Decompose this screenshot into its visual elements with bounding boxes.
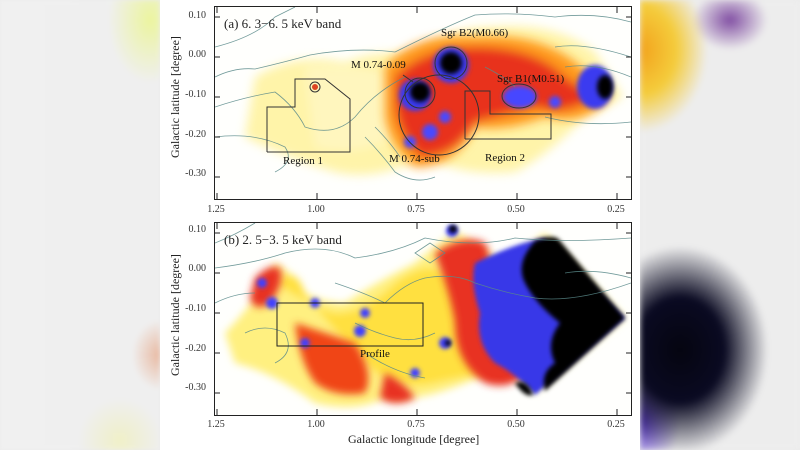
panel-a-ytick: 0.00 <box>188 49 207 60</box>
panel-b-title: (b) 2. 5−3. 5 keV band <box>224 232 342 247</box>
panel-b-ytick: -0.30 <box>185 382 206 393</box>
annotation-m074-009: M 0.74-0.09 <box>351 59 406 71</box>
panel-a-heatmap <box>215 7 631 199</box>
blurred-background-right <box>640 0 800 450</box>
annotation-region-2: Region 2 <box>485 152 526 164</box>
panel-b-xtick: 0.75 <box>407 419 425 430</box>
annotation-region-1: Region 1 <box>283 155 324 167</box>
annotation-sgr-b1: Sgr B1(M0.51) <box>497 73 565 85</box>
panel-a-xtick: 1.00 <box>307 204 325 215</box>
panel-b-ytick: -0.20 <box>185 343 206 354</box>
panel-b-xtick: 0.50 <box>507 419 525 430</box>
panel-b-ytick: 0.00 <box>188 263 207 274</box>
panel-b-xlabel: Galactic longitude [degree] <box>348 432 480 446</box>
panel-a-plot: (a) 6. 3−6. 5 keV band Sgr B2(M0.66) M 0… <box>214 6 632 200</box>
panel-b-xtick: 1.00 <box>307 419 325 430</box>
panel-b-ytick: -0.10 <box>185 303 206 314</box>
panel-a-ytick: -0.10 <box>185 89 206 100</box>
panel-a-xtick: 1.25 <box>207 204 225 215</box>
panel-a-xtick: 0.50 <box>507 204 525 215</box>
panel-a-xtick: 0.25 <box>607 204 625 215</box>
panel-b-heatmap <box>215 223 631 415</box>
panel-a-ytick: -0.20 <box>185 129 206 140</box>
panel-b-plot: (b) 2. 5−3. 5 keV band Profile <box>214 222 632 416</box>
panel-a-title: (a) 6. 3−6. 5 keV band <box>224 16 342 31</box>
annotation-profile: Profile <box>360 348 390 360</box>
panel-b-ytick: 0.10 <box>188 224 207 235</box>
panel-a-ytick: 0.10 <box>188 10 207 21</box>
panel-b-xtick: 0.25 <box>607 419 625 430</box>
annotation-m074-sub: M 0.74-sub <box>389 153 440 165</box>
blurred-background-left <box>0 0 160 450</box>
panel-a-xtick: 0.75 <box>407 204 425 215</box>
panel-a-ytick: -0.30 <box>185 168 206 179</box>
annotation-sgr-b2: Sgr B2(M0.66) <box>441 27 509 39</box>
panel-b-xtick: 1.25 <box>207 419 225 430</box>
figure: Galactic latitude [degree] 0.10 0.00 -0.… <box>160 0 640 450</box>
